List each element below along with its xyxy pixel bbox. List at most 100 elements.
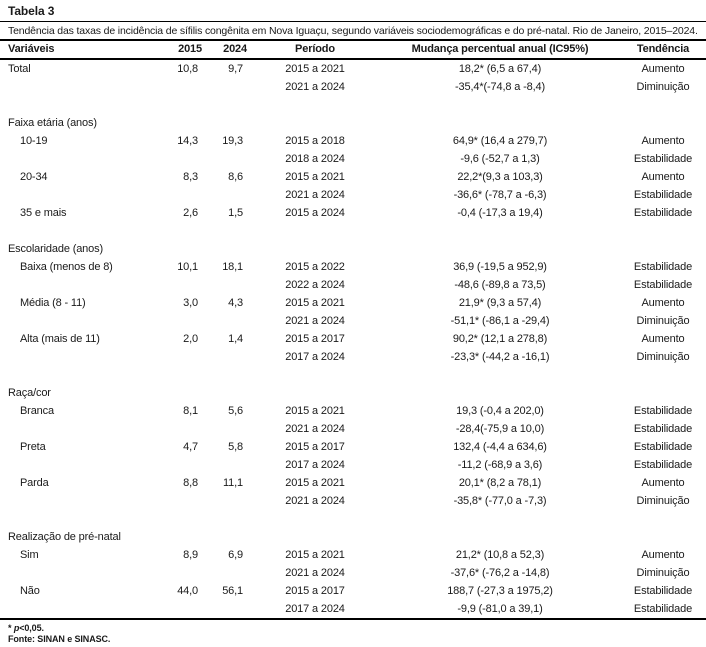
cell-rate-2024: 11,1 [223, 477, 243, 489]
cell-rate-2024 [205, 492, 250, 510]
table-row: Sim 8,9 6,9 2015 a 2021 21,2* (10,8 a 52,3) A… [0, 546, 706, 564]
cell-rate-2015: 3,0 [183, 297, 198, 309]
table-row: 2021 a 2024 -35,4*(-74,8 a -8,4) Diminuiçã… [0, 78, 706, 96]
table-row: 20-34 8,3 8,6 2015 a 2021 22,2*(9,3 a 103,3)… [0, 168, 706, 186]
cell-rate-2015: 8,3 [183, 171, 198, 183]
cell-rate-2024 [205, 348, 250, 366]
cell-period: 2015 a 2024 [285, 207, 345, 219]
cell-rate-2015 [165, 348, 205, 366]
cell-apc: 64,9* (16,4 a 279,7) [452, 135, 548, 147]
spacer-row [0, 510, 706, 528]
cell-rate-2024: 8,6 [228, 171, 243, 183]
spacer-cell [0, 510, 706, 528]
cell-apc: -35,8* (-77,0 a -7,3) [453, 495, 547, 507]
spacer-row [0, 222, 706, 240]
cell-period: 2015 a 2021 [285, 549, 345, 561]
cell-apc: -28,4(-75,9 a 10,0) [455, 423, 545, 435]
section-title-row: Faixa etária (anos) [0, 114, 706, 132]
cell-trend: Estabilidade [633, 261, 693, 273]
table-row: 10-19 14,3 19,3 2015 a 2018 64,9* (16,4 a 27… [0, 132, 706, 150]
cell-rate-2015: 10,1 [177, 261, 198, 273]
table-row: 2022 a 2024 -48,6 (-89,8 a 73,5) Estabilid… [0, 276, 706, 294]
cell-variable [0, 600, 165, 619]
cell-variable [0, 276, 165, 294]
cell-rate-2015 [165, 600, 205, 619]
cell-variable [0, 78, 165, 96]
header-row: Variáveis 2015 2024 Período Mudança perc… [0, 41, 706, 60]
cell-trend: Estabilidade [633, 153, 693, 165]
cell-rate-2015 [165, 420, 205, 438]
cell-period: 2015 a 2017 [285, 585, 345, 597]
cell-apc: -9,9 (-81,0 a 39,1) [457, 603, 543, 615]
cell-trend: Aumento [641, 63, 685, 75]
cell-rate-2024 [205, 456, 250, 474]
cell-period: 2015 a 2018 [285, 135, 345, 147]
cell-trend: Diminuição [636, 495, 690, 507]
cell-apc: 21,9* (9,3 a 57,4) [458, 297, 542, 309]
table-row: Parda 8,8 11,1 2015 a 2021 20,1* (8,2 a 78,1… [0, 474, 706, 492]
cell-apc: -23,3* (-44,2 a -16,1) [450, 351, 550, 363]
cell-variable: Preta [20, 441, 46, 453]
cell-rate-2015 [165, 312, 205, 330]
cell-rate-2024: 19,3 [222, 135, 243, 147]
cell-period: 2015 a 2021 [285, 63, 345, 75]
cell-period: 2021 a 2024 [285, 189, 345, 201]
cell-rate-2015: 10,8 [177, 63, 198, 75]
cell-apc: 36,9 (-19,5 a 952,9) [453, 261, 547, 273]
spacer-row [0, 366, 706, 384]
section-title: Realização de pré-natal [8, 531, 121, 543]
cell-rate-2024: 1,5 [228, 207, 243, 219]
cell-apc: -35,4*(-74,8 a -8,4) [455, 81, 545, 93]
cell-period: 2015 a 2017 [285, 441, 345, 453]
cell-trend: Aumento [641, 477, 685, 489]
cell-variable [0, 186, 165, 204]
cell-period: 2017 a 2024 [285, 351, 345, 363]
cell-trend: Aumento [641, 333, 685, 345]
cell-rate-2024 [205, 276, 250, 294]
section-title: Escolaridade (anos) [8, 243, 103, 255]
cell-variable: Média (8 - 11) [20, 297, 86, 309]
table-row: Baixa (menos de 8) 10,1 18,1 2015 a 2022 36,… [0, 258, 706, 276]
cell-trend: Aumento [641, 297, 685, 309]
cell-variable [0, 564, 165, 582]
cell-rate-2015 [165, 150, 205, 168]
table-row: Total 10,8 9,7 2015 a 2021 18,2* (6,5 a 67,4… [0, 59, 706, 78]
cell-variable: 35 e mais [20, 207, 67, 219]
cell-variable [0, 312, 165, 330]
cell-trend: Diminuição [636, 315, 690, 327]
cell-apc: 188,7 (-27,3 a 1975,2) [447, 585, 553, 597]
table-row: Preta 4,7 5,8 2015 a 2017 132,4 (-4,4 a 634,… [0, 438, 706, 456]
header-mudanca: Mudança percentual anual (IC95%) [380, 41, 620, 60]
cell-rate-2024 [205, 564, 250, 582]
cell-period: 2015 a 2021 [285, 477, 345, 489]
table-row: 2018 a 2024 -9,6 (-52,7 a 1,3) Estabilidad… [0, 150, 706, 168]
cell-variable: Parda [20, 477, 49, 489]
header-2024: 2024 [205, 41, 250, 60]
cell-period: 2018 a 2024 [285, 153, 345, 165]
cell-variable [0, 456, 165, 474]
cell-rate-2024: 1,4 [228, 333, 243, 345]
table-row: 2021 a 2024 -37,6* (-76,2 a -14,8) Diminui… [0, 564, 706, 582]
cell-rate-2024 [205, 420, 250, 438]
table-footnotes: * p<0,05. Fonte: SINAN e SINASC. [0, 620, 706, 645]
header-periodo: Período [250, 41, 380, 60]
cell-rate-2015: 2,0 [183, 333, 198, 345]
table-row: 2021 a 2024 -51,1* (-86,1 a -29,4) Diminui… [0, 312, 706, 330]
cell-period: 2015 a 2022 [285, 261, 345, 273]
cell-trend: Estabilidade [633, 423, 693, 435]
cell-period: 2021 a 2024 [285, 567, 345, 579]
table-caption: Tendência das taxas de incidência de síf… [0, 22, 706, 41]
table-row: 2017 a 2024 -23,3* (-44,2 a -16,1) Diminui… [0, 348, 706, 366]
table-row: 35 e mais 2,6 1,5 2015 a 2024 -0,4 (-17,3 a … [0, 204, 706, 222]
cell-rate-2015 [165, 186, 205, 204]
cell-apc: -48,6 (-89,8 a 73,5) [454, 279, 546, 291]
cell-apc: 18,2* (6,5 a 67,4) [458, 63, 542, 75]
table-row: Branca 8,1 5,6 2015 a 2021 19,3 (-0,4 a 202,… [0, 402, 706, 420]
section-title: Faixa etária (anos) [8, 117, 97, 129]
spacer-cell [0, 96, 706, 114]
cell-trend: Diminuição [636, 567, 690, 579]
cell-apc: 132,4 (-4,4 a 634,6) [453, 441, 547, 453]
table-row: 2017 a 2024 -9,9 (-81,0 a 39,1) Estabilida… [0, 600, 706, 619]
cell-variable: 20-34 [20, 171, 48, 183]
cell-rate-2024 [205, 312, 250, 330]
